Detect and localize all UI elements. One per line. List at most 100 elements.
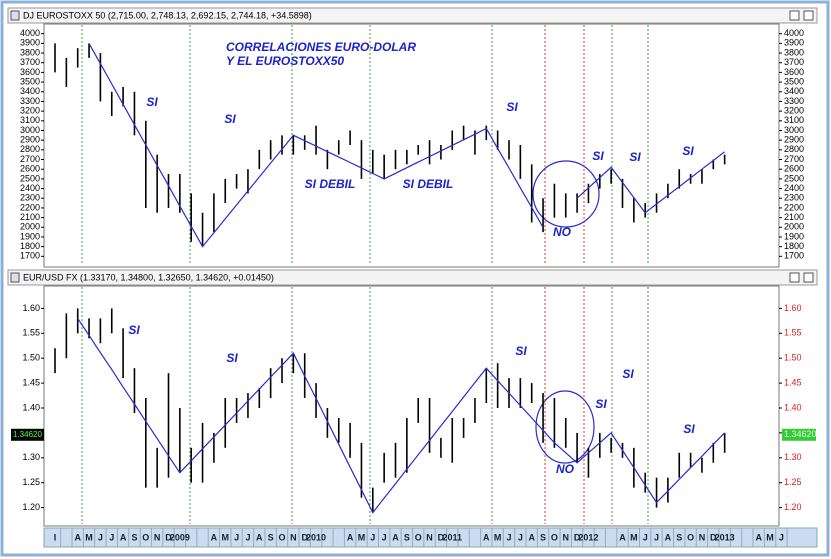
x-tick-label: A [120, 532, 127, 542]
y-tick-label: 1.50 [784, 353, 802, 363]
x-tick-label: M [766, 532, 774, 542]
x-tick-label: A [755, 532, 762, 542]
x-tick-label: J [654, 532, 659, 542]
y-tick-label: 1.60 [784, 303, 802, 313]
x-tick-label: J [779, 532, 784, 542]
y-tick-label: 3400 [20, 86, 40, 96]
annotation: SI [622, 367, 634, 381]
y-tick-label: 3700 [20, 57, 40, 67]
x-tick-label: S [268, 532, 274, 542]
y-tick-label: 2300 [20, 193, 40, 203]
y-tick-label: 2700 [784, 154, 804, 164]
y-tick-label: 1.45 [784, 377, 802, 387]
last-price-box [11, 428, 44, 441]
x-axis-bar [43, 527, 818, 548]
y-tick-label: 2500 [20, 173, 40, 183]
trend-line [88, 43, 725, 248]
x-tick-label: N [154, 532, 161, 542]
x-tick-label: O [687, 532, 694, 542]
y-tick-label: 1800 [20, 241, 40, 251]
annotation: SI DEBIL [403, 177, 454, 191]
last-price-box [782, 428, 816, 441]
x-tick-label: J [643, 532, 648, 542]
title-bar [7, 7, 818, 24]
x-tick-label: N [563, 532, 570, 542]
x-tick-label: D [438, 532, 445, 542]
annotation: SI [595, 397, 607, 411]
x-tick-label: A [74, 532, 81, 542]
x-tick-label: S [404, 532, 410, 542]
annotation: SI [128, 323, 140, 337]
y-tick-label: 1.30 [22, 452, 40, 462]
x-tick-label: 2013 [715, 532, 735, 542]
close-button[interactable] [803, 272, 814, 283]
y-tick-label: 1.45 [22, 377, 40, 387]
y-tick-label: 2100 [20, 212, 40, 222]
y-tick-label: 1.20 [784, 502, 802, 512]
x-tick-label: J [98, 532, 103, 542]
x-tick-label: O [415, 532, 422, 542]
minimize-button[interactable] [789, 272, 800, 283]
x-tick-label: N [290, 532, 297, 542]
x-tick-label: A [665, 532, 672, 542]
title-bar [7, 269, 818, 286]
x-tick-label: A [392, 532, 399, 542]
close-button[interactable] [803, 10, 814, 21]
x-tick-label: M [222, 532, 230, 542]
y-tick-label: 2100 [784, 212, 804, 222]
x-tick-label: A [347, 532, 354, 542]
annotation: NO [556, 462, 575, 476]
y-tick-label: 2400 [784, 183, 804, 193]
x-tick-label: D [574, 532, 581, 542]
y-tick-label: 3400 [784, 86, 804, 96]
annotation: SI [146, 95, 158, 109]
y-tick-label: 1700 [784, 251, 804, 261]
x-tick-label: D [710, 532, 717, 542]
y-tick-label: 1.55 [784, 328, 802, 338]
y-tick-label: 3300 [784, 96, 804, 106]
x-tick-label: 2010 [306, 532, 326, 542]
x-tick-label: J [518, 532, 523, 542]
x-tick-label: A [483, 532, 490, 542]
y-tick-label: 3700 [784, 57, 804, 67]
y-tick-label: 2900 [784, 135, 804, 145]
y-tick-label: 1.30 [784, 452, 802, 462]
y-tick-label: 2400 [20, 183, 40, 193]
y-tick-label: 1.20 [22, 502, 40, 512]
y-tick-label: 3000 [784, 125, 804, 135]
annotation: SI [506, 100, 518, 114]
y-tick-label: 2000 [20, 222, 40, 232]
y-tick-label: 3800 [784, 47, 804, 57]
subtitle: CORRELACIONES EURO-DOLAR [226, 40, 416, 54]
y-tick-label: 2500 [784, 173, 804, 183]
y-tick-label: 2300 [784, 193, 804, 203]
x-tick-label: 2012 [578, 532, 598, 542]
x-tick-label: O [551, 532, 558, 542]
y-tick-label: 2700 [20, 154, 40, 164]
y-tick-label: 2600 [784, 164, 804, 174]
y-tick-label: 2900 [20, 135, 40, 145]
highlight-circle [532, 160, 600, 228]
panel-title: DJ EUROSTOXX 50 (2,715.00, 2,748.13, 2,6… [23, 10, 312, 20]
y-tick-label: 4000 [20, 28, 40, 38]
plot-area [43, 23, 780, 268]
x-tick-label: D [165, 532, 172, 542]
x-tick-label: N [426, 532, 433, 542]
y-tick-label: 3200 [20, 105, 40, 115]
y-tick-label: 3100 [20, 115, 40, 125]
annotation: SI [683, 422, 695, 436]
x-tick-label: M [630, 532, 638, 542]
window-controls[interactable] [789, 10, 814, 283]
minimize-button[interactable] [789, 10, 800, 21]
y-tick-label: 1.40 [22, 402, 40, 412]
x-tick-label: M [358, 532, 366, 542]
x-tick-label: S [131, 532, 137, 542]
annotation: SI [226, 351, 238, 365]
x-tick-label: J [506, 532, 511, 542]
y-tick-label: 1.25 [784, 477, 802, 487]
x-tick-label: J [245, 532, 250, 542]
y-tick-label: 1900 [784, 231, 804, 241]
y-tick-label: 3000 [20, 125, 40, 135]
y-tick-label: 3800 [20, 47, 40, 57]
